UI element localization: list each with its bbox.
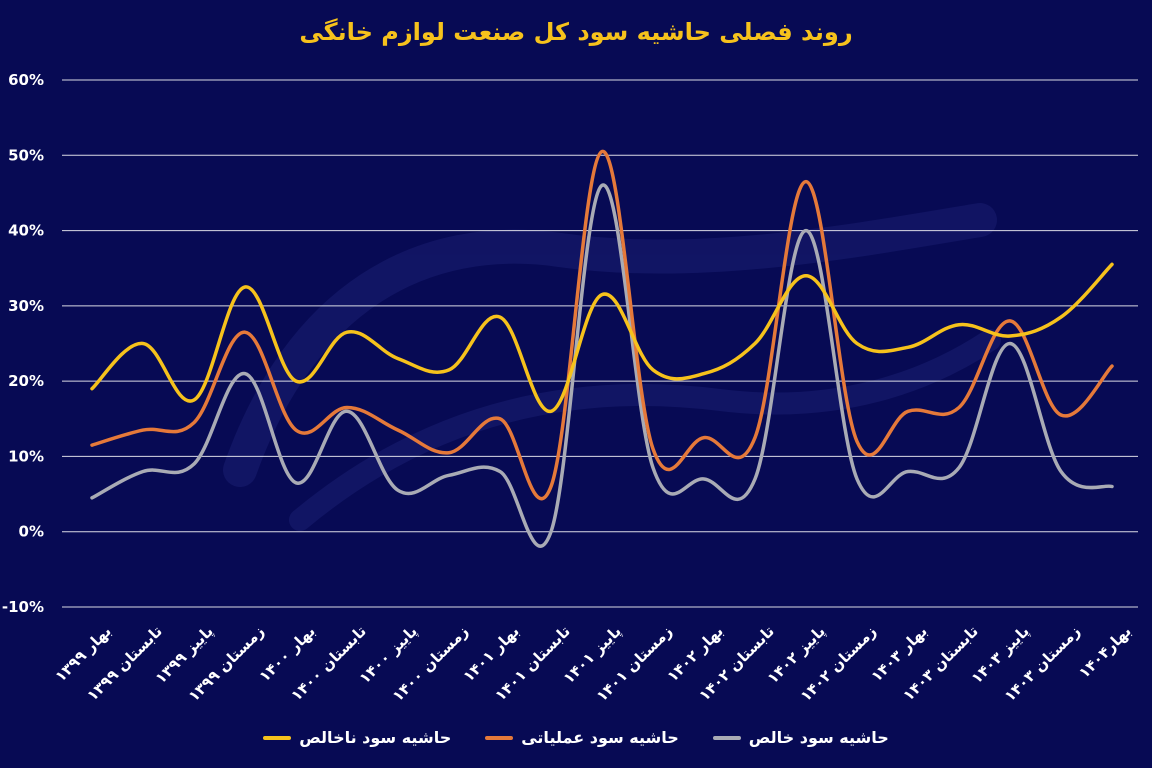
- y-tick-label: 60%: [8, 71, 44, 89]
- legend-item-net: حاشیه سود خالص: [712, 728, 889, 747]
- y-tick-label: 20%: [8, 372, 44, 390]
- y-tick-label: 50%: [8, 146, 44, 164]
- legend-item-gross: حاشیه سود ناخالص: [263, 728, 451, 747]
- y-axis-ticks: -10% 0% 10% 20% 30% 40% 50% 60%: [2, 71, 44, 616]
- series-line-net: [90, 183, 1114, 548]
- legend-swatch-operating: [485, 735, 514, 740]
- y-tick-label: 40%: [8, 222, 44, 240]
- legend-swatch-gross: [263, 735, 292, 740]
- legend-label-operating: حاشیه سود عملیاتی: [521, 728, 679, 747]
- y-tick-label: 10%: [8, 447, 44, 465]
- series-line-gross: [90, 262, 1114, 414]
- series-line-operating: [90, 149, 1114, 501]
- y-tick-label: -10%: [2, 598, 44, 616]
- legend-item-operating: حاشیه سود عملیاتی: [485, 728, 679, 747]
- legend-label-gross: حاشیه سود ناخالص: [299, 728, 452, 747]
- gridlines: [62, 79, 1138, 608]
- y-tick-label: 30%: [8, 297, 44, 315]
- legend-swatch-net: [712, 735, 741, 740]
- watermark: [223, 203, 1001, 531]
- y-tick-label: 0%: [19, 523, 44, 541]
- legend-label-net: حاشیه سود خالص: [748, 728, 889, 747]
- x-tick-label: بهار۱۴۰۴: [1075, 622, 1135, 682]
- legend: حاشیه سود ناخالص حاشیه سود عملیاتی حاشیه…: [0, 728, 1152, 747]
- series-lines: [90, 149, 1114, 548]
- chart-title: روند فصلی حاشیه سود کل صنعت لوازم خانگی: [299, 18, 853, 46]
